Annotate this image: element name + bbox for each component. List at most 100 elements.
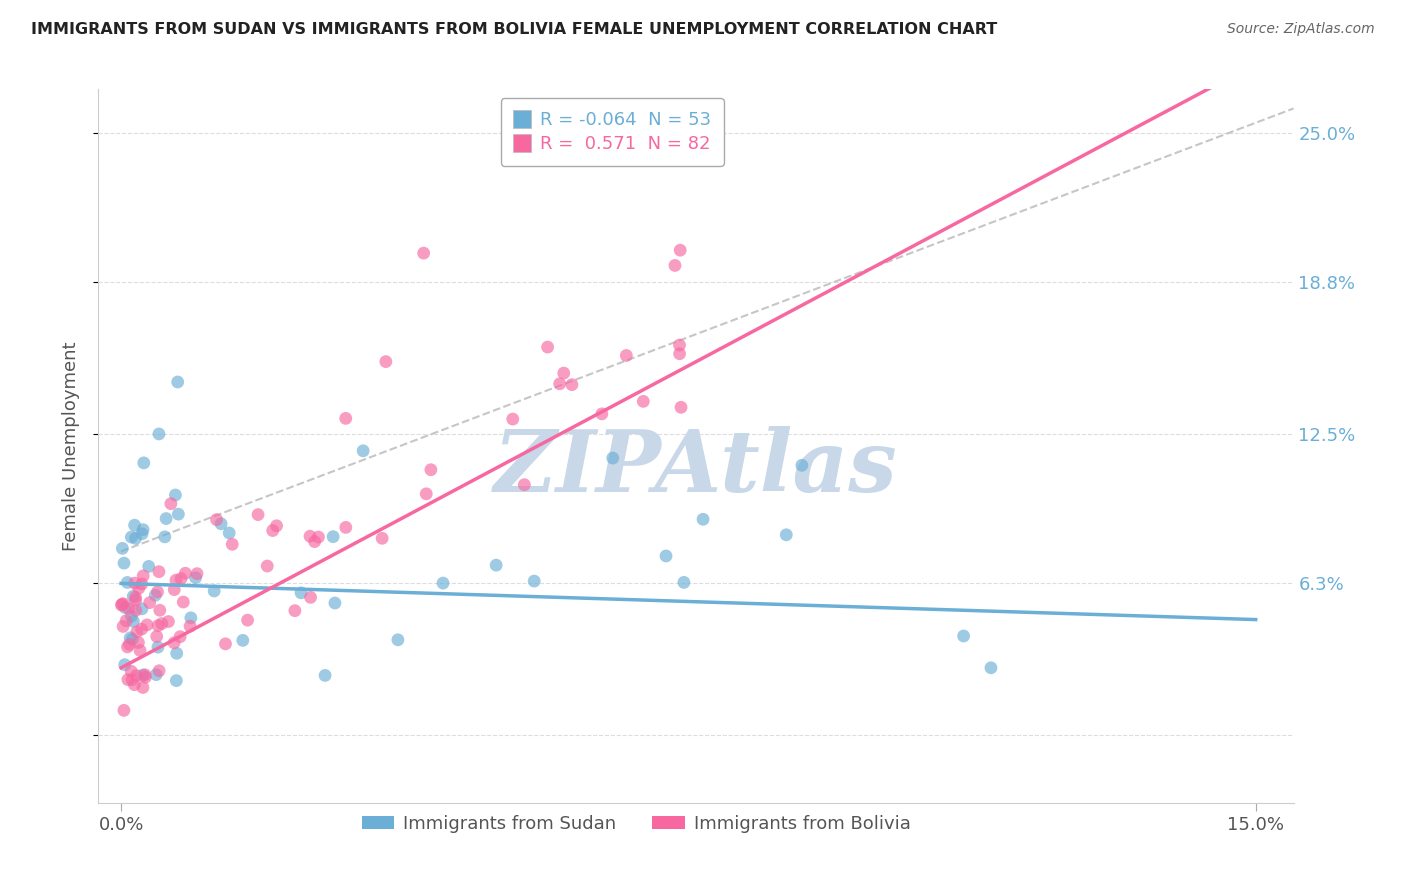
Point bbox=[148, 426, 170, 441]
Point bbox=[111, 597, 134, 611]
Point bbox=[143, 588, 166, 602]
Point bbox=[790, 458, 813, 473]
Point bbox=[115, 614, 138, 628]
Point bbox=[125, 603, 148, 617]
Point bbox=[214, 637, 236, 651]
Point bbox=[174, 566, 197, 581]
Point bbox=[202, 584, 225, 599]
Point bbox=[304, 534, 326, 549]
Point bbox=[128, 581, 150, 595]
Point bbox=[120, 665, 142, 679]
Point bbox=[153, 530, 176, 544]
Point bbox=[132, 523, 155, 537]
Point bbox=[145, 630, 167, 644]
Point bbox=[371, 531, 394, 545]
Point bbox=[298, 529, 321, 543]
Point bbox=[132, 681, 155, 695]
Point bbox=[387, 632, 409, 647]
Point bbox=[668, 338, 690, 352]
Point bbox=[138, 559, 160, 574]
Point bbox=[655, 549, 678, 563]
Point bbox=[412, 246, 434, 260]
Point bbox=[502, 412, 524, 426]
Point bbox=[110, 598, 132, 612]
Point bbox=[284, 604, 307, 618]
Point bbox=[118, 601, 141, 615]
Point bbox=[160, 497, 183, 511]
Point bbox=[117, 640, 139, 654]
Point bbox=[146, 585, 169, 599]
Point bbox=[124, 576, 146, 591]
Point bbox=[166, 375, 188, 389]
Point bbox=[352, 443, 374, 458]
Point bbox=[163, 636, 186, 650]
Point bbox=[132, 668, 155, 682]
Point bbox=[146, 618, 169, 632]
Point bbox=[125, 668, 148, 682]
Point bbox=[419, 463, 441, 477]
Point bbox=[614, 349, 637, 363]
Point bbox=[169, 630, 191, 644]
Point bbox=[127, 635, 149, 649]
Point bbox=[692, 512, 714, 526]
Point bbox=[232, 633, 254, 648]
Point bbox=[335, 520, 357, 534]
Legend: Immigrants from Sudan, Immigrants from Bolivia: Immigrants from Sudan, Immigrants from B… bbox=[354, 808, 918, 840]
Point bbox=[148, 664, 170, 678]
Point bbox=[165, 673, 187, 688]
Point bbox=[124, 593, 146, 607]
Point bbox=[980, 661, 1002, 675]
Point bbox=[633, 394, 655, 409]
Point bbox=[166, 646, 188, 660]
Point bbox=[148, 565, 170, 579]
Point bbox=[513, 477, 536, 491]
Point bbox=[548, 376, 571, 391]
Point bbox=[117, 673, 139, 687]
Point bbox=[120, 631, 142, 645]
Point bbox=[432, 576, 454, 591]
Point bbox=[121, 673, 143, 687]
Point bbox=[131, 602, 153, 616]
Point bbox=[114, 657, 136, 672]
Point bbox=[205, 513, 228, 527]
Point bbox=[669, 243, 692, 257]
Point bbox=[157, 615, 180, 629]
Point bbox=[307, 530, 329, 544]
Point bbox=[952, 629, 974, 643]
Point bbox=[668, 347, 690, 361]
Point bbox=[131, 526, 153, 541]
Point bbox=[290, 586, 312, 600]
Text: IMMIGRANTS FROM SUDAN VS IMMIGRANTS FROM BOLIVIA FEMALE UNEMPLOYMENT CORRELATION: IMMIGRANTS FROM SUDAN VS IMMIGRANTS FROM… bbox=[31, 22, 997, 37]
Point bbox=[121, 632, 143, 647]
Point bbox=[669, 401, 692, 415]
Point bbox=[112, 597, 135, 611]
Point bbox=[118, 637, 141, 651]
Point bbox=[112, 556, 135, 570]
Point bbox=[114, 600, 136, 615]
Point bbox=[167, 507, 190, 521]
Y-axis label: Female Unemployment: Female Unemployment bbox=[62, 342, 80, 550]
Point bbox=[236, 613, 259, 627]
Point bbox=[131, 622, 153, 636]
Point bbox=[112, 619, 135, 633]
Point bbox=[120, 609, 142, 624]
Point bbox=[172, 595, 194, 609]
Point bbox=[591, 407, 613, 421]
Point bbox=[180, 611, 202, 625]
Point bbox=[155, 511, 177, 525]
Point bbox=[672, 575, 695, 590]
Point bbox=[322, 530, 344, 544]
Point bbox=[146, 640, 169, 654]
Point bbox=[775, 528, 797, 542]
Point bbox=[374, 354, 396, 368]
Point bbox=[132, 456, 155, 470]
Point bbox=[262, 524, 284, 538]
Point bbox=[165, 573, 187, 587]
Point bbox=[561, 377, 583, 392]
Point bbox=[664, 259, 686, 273]
Point bbox=[136, 618, 159, 632]
Point bbox=[134, 668, 156, 682]
Text: Source: ZipAtlas.com: Source: ZipAtlas.com bbox=[1227, 22, 1375, 37]
Point bbox=[536, 340, 558, 354]
Point bbox=[179, 619, 201, 633]
